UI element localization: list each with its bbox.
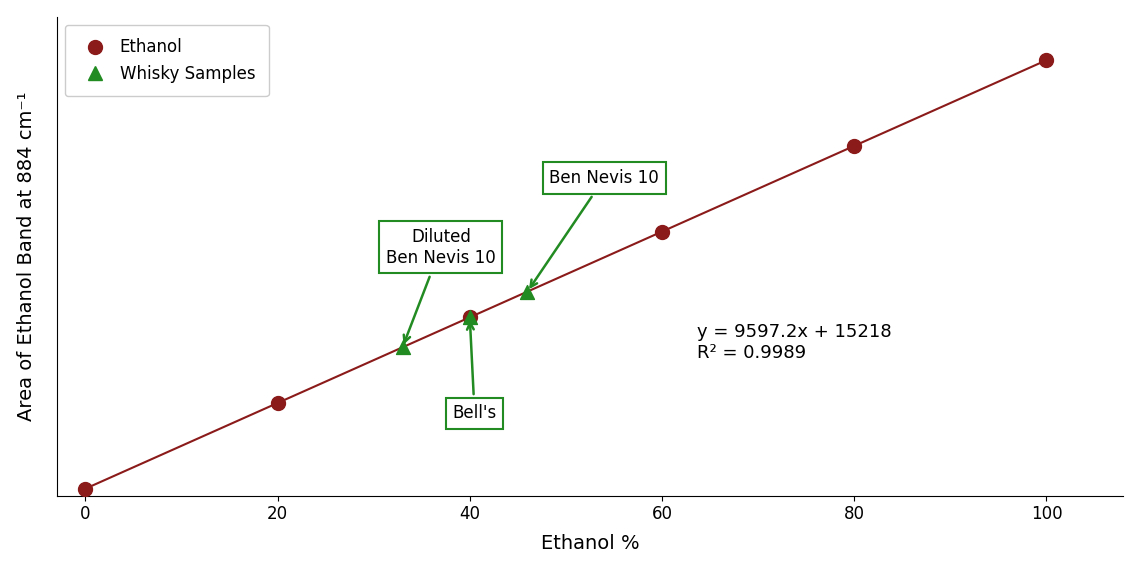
Point	[653, 227, 671, 236]
Point	[461, 313, 479, 322]
Legend: Ethanol, Whisky Samples: Ethanol, Whisky Samples	[65, 25, 269, 96]
Point	[1037, 56, 1056, 65]
Point	[461, 313, 479, 322]
Point	[519, 287, 537, 296]
Point	[393, 343, 412, 352]
Text: Ben Nevis 10: Ben Nevis 10	[530, 169, 659, 287]
Point	[76, 484, 95, 493]
Point	[845, 141, 863, 150]
Text: y = 9597.2x + 15218
R² = 0.9989: y = 9597.2x + 15218 R² = 0.9989	[697, 323, 891, 362]
Point	[268, 398, 286, 408]
Text: Bell's: Bell's	[453, 323, 497, 422]
X-axis label: Ethanol %: Ethanol %	[540, 534, 640, 553]
Text: Diluted
Ben Nevis 10: Diluted Ben Nevis 10	[386, 228, 496, 342]
Y-axis label: Area of Ethanol Band at 884 cm⁻¹: Area of Ethanol Band at 884 cm⁻¹	[17, 91, 35, 421]
